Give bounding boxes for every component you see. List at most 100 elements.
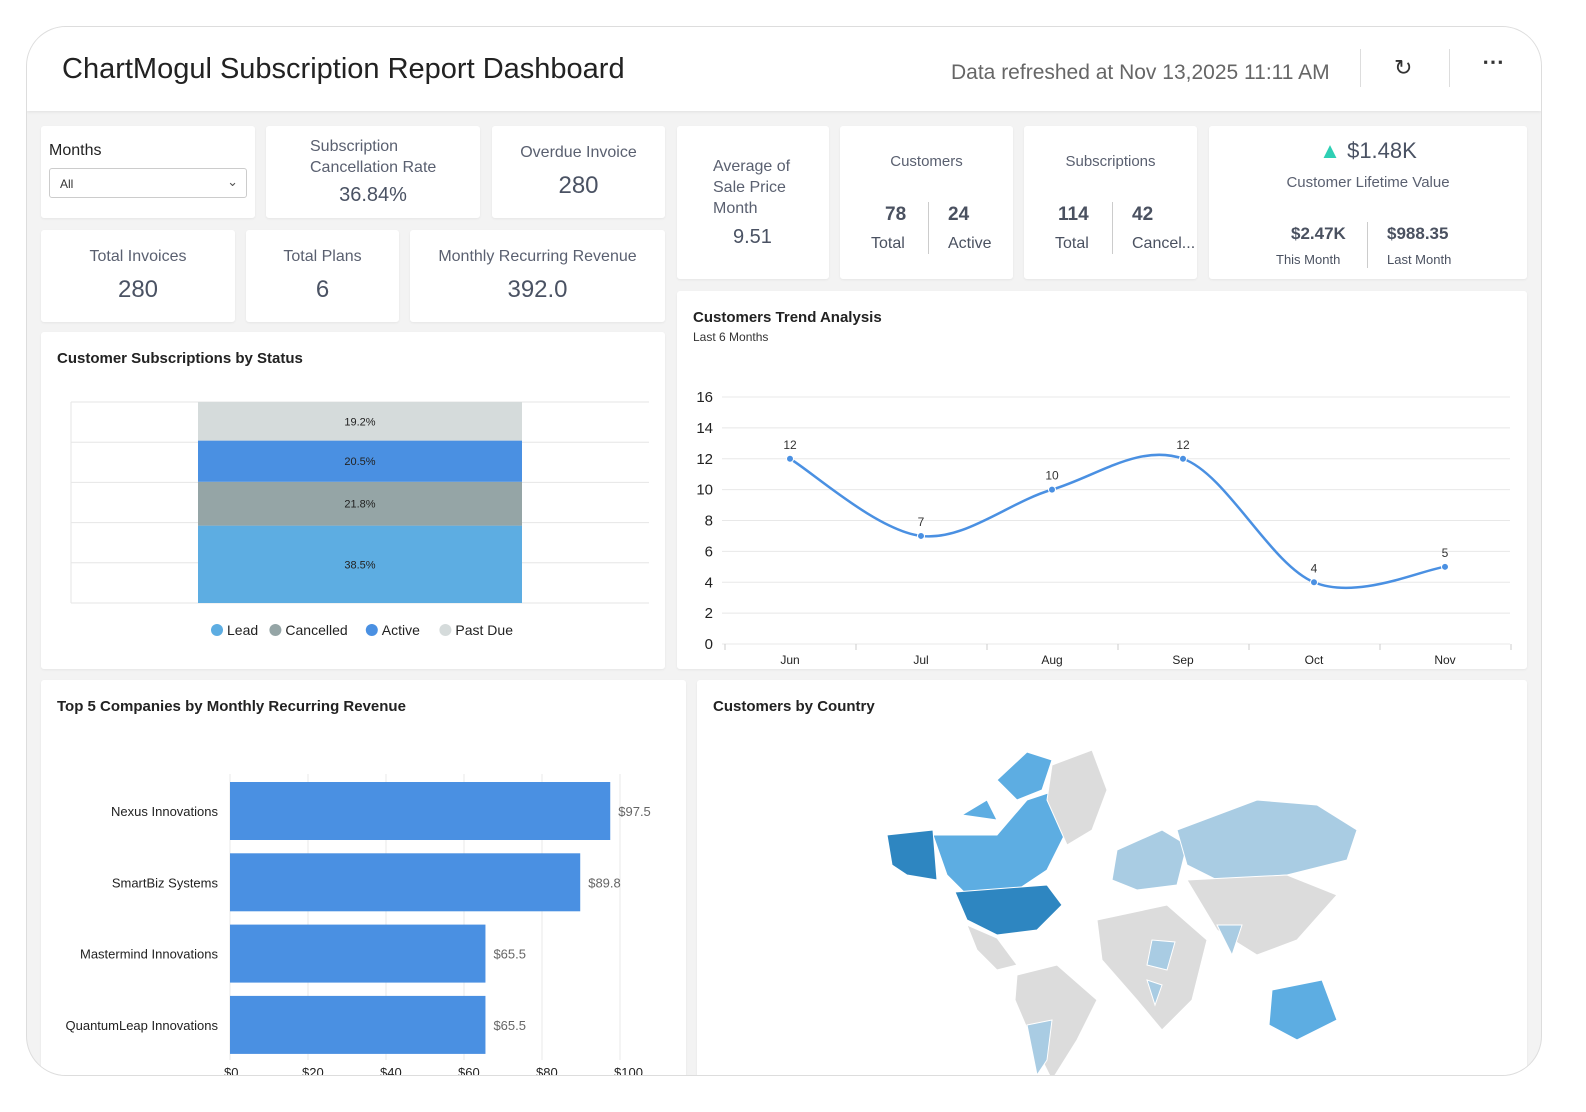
x-tick-label: $20: [302, 1065, 324, 1076]
country-africa: [1096, 904, 1208, 1031]
refresh-icon[interactable]: ↻: [1394, 55, 1413, 80]
country-argentina: [1026, 1019, 1053, 1075]
clv-card: ▲ $1.48K Customer Lifetime Value $2.47K …: [1209, 126, 1527, 279]
chart-title-text: Customers Trend Analysis: [693, 309, 882, 326]
avg-sale-price-card: Average of Sale Price Month 9.51: [677, 126, 829, 279]
kpi-value: 6: [315, 276, 330, 303]
customers-trend-card: Customers Trend Analysis Last 6 Months 0 2…: [677, 291, 1527, 669]
country-asia: [1186, 874, 1338, 956]
kpi-label: This Month: [1276, 252, 1341, 267]
country-africa-east: [1146, 939, 1176, 1007]
dashboard: ChartMogul Subscription Report Dashboard…: [26, 26, 1542, 1076]
x-tick-label: Sep: [1172, 653, 1194, 667]
y-tick-label: 2: [705, 605, 713, 622]
clv-last-month: $988.35: [1387, 224, 1449, 243]
data-label: 5: [1442, 546, 1449, 560]
x-tick-label: $100: [614, 1065, 643, 1076]
y-tick-label: Nexus Innovations: [111, 804, 218, 819]
total-plans-card: Total Plans 6: [246, 230, 399, 322]
legend-item: Cancelled: [285, 622, 347, 638]
subscriptions-by-status-card: Customer Subscriptions by Status 38.5% 21…: [41, 332, 665, 669]
overdue-invoice-card: Overdue Invoice 280: [492, 126, 665, 218]
kpi-label: Sale Price: [713, 179, 786, 196]
bar-segment-lead: [198, 525, 522, 603]
header: ChartMogul Subscription Report Dashboard…: [27, 27, 1541, 111]
data-label: 12: [783, 438, 797, 452]
data-point: [917, 531, 925, 540]
customers-by-country-card: Customers by Country: [697, 680, 1527, 1076]
chart-subtitle: Last 6 Months: [693, 330, 769, 344]
divider: [1449, 49, 1450, 87]
horizontal-bar-chart: $0$20$40$60$80$100$120Nexus Innovations$…: [66, 774, 651, 1076]
divider: [1360, 49, 1361, 87]
months-select[interactable]: All ⌄: [49, 168, 247, 198]
y-tick-label: Mastermind Innovations: [80, 947, 219, 962]
customers-active: 24: [948, 204, 970, 225]
divider: [928, 202, 929, 254]
kpi-label: Total Plans: [283, 248, 362, 265]
x-tick-label: Aug: [1041, 653, 1062, 667]
kpi-label: Subscription: [310, 138, 399, 155]
kpi-label: Customers: [890, 153, 963, 170]
country-europe: [1111, 829, 1188, 891]
divider: [1367, 222, 1368, 268]
page-title: ChartMogul Subscription Report Dashboard: [62, 53, 625, 85]
country-canada-arctic: [960, 751, 1053, 821]
x-tick-label: Nov: [1434, 653, 1455, 667]
y-tick-label: 4: [705, 574, 713, 591]
kpi-value: 280: [117, 276, 159, 303]
bar: [230, 995, 486, 1054]
data-label: $89.8: [588, 875, 621, 890]
kpi-label: Overdue Invoice: [520, 144, 637, 161]
customers-card: Customers 78 Total 24 Active: [840, 126, 1013, 279]
bar-segment-active: [198, 440, 522, 482]
data-label: 10: [1045, 469, 1059, 483]
bar: [230, 924, 486, 983]
kpi-label: Total: [871, 235, 905, 252]
subscriptions-card: Subscriptions 114 Total 42 Cancel...: [1024, 126, 1197, 279]
subscriptions-cancelled: 42: [1132, 204, 1154, 225]
kpi-label: Last Month: [1387, 252, 1452, 267]
data-label: 20.5%: [344, 456, 375, 468]
clv-value: $1.48K: [1347, 138, 1417, 163]
legend-item: Past Due: [455, 622, 513, 638]
data-label: 19.2%: [344, 416, 375, 428]
country-australia: [1268, 979, 1338, 1041]
bar: [230, 853, 581, 912]
y-tick-label: 8: [705, 513, 713, 530]
data-label: 21.8%: [344, 499, 375, 511]
y-tick-label: 0: [705, 636, 713, 653]
bar-segment-past-due: [198, 402, 522, 441]
y-tick-label: 6: [705, 543, 713, 560]
kpi-value: 9.51: [733, 226, 772, 248]
x-tick-label: Jun: [780, 653, 799, 667]
more-icon[interactable]: ⋯: [1482, 49, 1504, 74]
y-tick-label: 10: [696, 482, 713, 499]
data-label: 38.5%: [344, 559, 375, 571]
country-russia: [1176, 799, 1358, 881]
legend-item: Active: [382, 622, 420, 638]
world-map[interactable]: [697, 680, 1527, 1076]
refresh-timestamp: Data refreshed at Nov 13,2025 11:11 AM: [951, 61, 1330, 84]
kpi-value: 392.0: [507, 276, 568, 303]
bar-segment-cancelled: [198, 481, 522, 526]
x-tick-label: $80: [536, 1065, 558, 1076]
bar: [230, 782, 611, 840]
y-tick-label: 12: [696, 451, 713, 468]
data-label: 7: [918, 515, 925, 529]
cancellation-rate-card: Subscription Cancellation Rate 36.84%: [266, 126, 480, 218]
months-select-value: All: [60, 177, 74, 191]
kpi-label: Average of: [713, 158, 791, 175]
legend-swatch: [365, 624, 378, 636]
data-point: [1179, 454, 1187, 463]
data-point: [1310, 578, 1318, 587]
kpi-label: Active: [948, 235, 992, 252]
x-tick-label: $0: [224, 1065, 238, 1076]
x-tick-label: Oct: [1305, 653, 1324, 667]
y-tick-label: SmartBiz Systems: [112, 875, 219, 890]
legend-swatch: [269, 624, 282, 636]
country-alaska: [886, 829, 938, 881]
series-line: [789, 453, 1446, 590]
kpi-label: Customer Lifetime Value: [1286, 174, 1450, 191]
months-filter-card: Months All ⌄: [41, 126, 255, 218]
